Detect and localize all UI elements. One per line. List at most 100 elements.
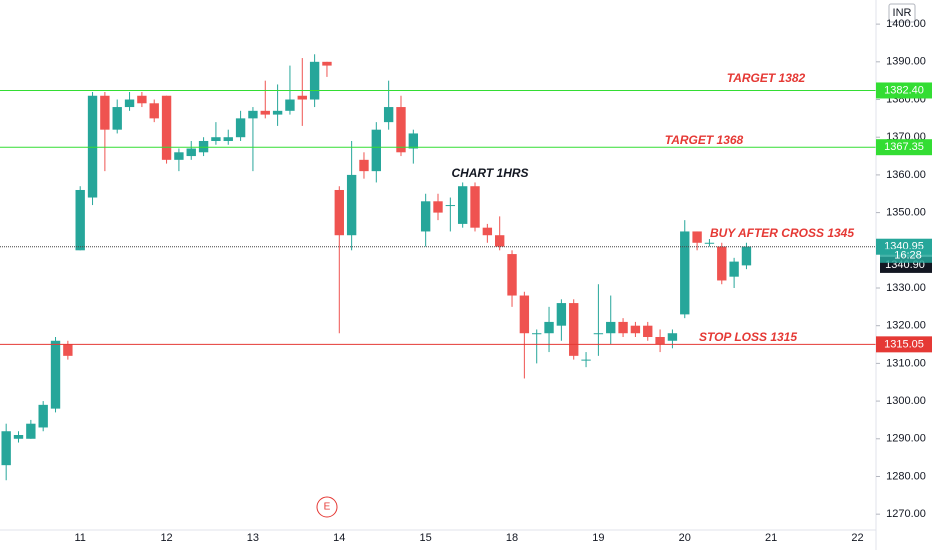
candle-body: [581, 359, 591, 361]
candle-body: [556, 303, 567, 326]
level-tag: [876, 82, 932, 99]
candle-body: [593, 333, 604, 335]
y-tick-label: 1290.00: [886, 433, 926, 445]
event-marker[interactable]: [316, 496, 338, 518]
y-tick-label: 1330.00: [886, 282, 926, 294]
candle-body: [297, 95, 307, 100]
candle-body: [260, 110, 270, 115]
candle-body: [235, 118, 246, 138]
y-tick-label: 1350.00: [886, 207, 926, 219]
candle-body: [729, 261, 739, 277]
x-tick-label: 15: [420, 532, 432, 544]
candle-body: [667, 333, 678, 341]
candle-body: [334, 189, 344, 236]
x-tick-label: 19: [592, 532, 604, 544]
x-tick-label: 21: [765, 532, 777, 544]
candle-body: [186, 148, 196, 157]
candle-body: [383, 107, 394, 123]
y-tick-label: 1400.00: [886, 18, 926, 30]
plot-area: [0, 54, 876, 481]
candle-body: [161, 95, 172, 160]
y-tick-label: 1360.00: [886, 169, 926, 181]
countdown-box: [880, 248, 932, 263]
candle-body: [680, 231, 690, 315]
candle-body: [606, 321, 616, 334]
candle-body: [309, 61, 320, 100]
candle-body: [457, 186, 468, 224]
candle-body: [137, 95, 147, 104]
candle-body: [643, 325, 653, 337]
candle-body: [272, 110, 283, 115]
candle-body: [519, 295, 530, 334]
candle-body: [495, 235, 505, 247]
candle-body: [124, 99, 135, 108]
y-tick-label: 1280.00: [886, 470, 926, 482]
candle-body: [63, 344, 73, 356]
candle-body: [75, 189, 85, 251]
currency: INR: [893, 7, 912, 19]
candle-body: [741, 246, 752, 266]
y-tick-label: 1310.00: [886, 357, 926, 369]
candle-body: [13, 435, 24, 439]
candle-body: [371, 129, 381, 172]
x-tick-label: 11: [74, 532, 85, 544]
annotation: CHART 1HRS: [451, 166, 528, 180]
candle-body: [50, 340, 61, 409]
annotation: TARGET 1382: [727, 71, 806, 85]
candle-body: [149, 103, 159, 119]
candle-body: [100, 95, 110, 130]
candle-body: [211, 137, 221, 141]
annotation: TARGET 1368: [665, 133, 744, 147]
candle-body: [532, 333, 542, 335]
candle-body: [1, 431, 11, 466]
candle-body: [433, 201, 443, 213]
candle-body: [87, 95, 98, 198]
level-tag-label: 1367.35: [884, 141, 924, 153]
x-tick-label: 22: [851, 532, 863, 544]
candle-body: [544, 321, 554, 334]
candle-body: [248, 110, 258, 119]
candle-body: [692, 231, 702, 243]
currency-box: [888, 3, 916, 23]
candle-body: [482, 227, 493, 236]
candle-body: [618, 321, 628, 334]
x-tick-label: 12: [160, 532, 172, 544]
y-tick-label: 1320.00: [886, 320, 926, 332]
candle-body: [174, 152, 184, 160]
candle-body: [470, 186, 480, 228]
countdown: 16:28: [894, 250, 922, 262]
level-tag: [876, 336, 932, 353]
candle-body: [38, 404, 48, 428]
event-label: E: [324, 502, 331, 513]
candle-body: [569, 303, 579, 356]
candle-body: [346, 174, 357, 236]
level-tag: [876, 139, 932, 156]
candle-body: [198, 140, 209, 153]
level-tag-label: 1315.05: [884, 338, 924, 350]
x-tick-label: 18: [506, 532, 518, 544]
candle-body: [223, 137, 233, 141]
candle-body: [655, 336, 665, 345]
candle-body: [420, 201, 431, 232]
candle-body: [322, 61, 332, 66]
x-tick-label: 20: [679, 532, 691, 544]
candle-body: [717, 246, 727, 281]
annotation: STOP LOSS 1315: [699, 330, 797, 344]
y-tick-label: 1270.00: [886, 508, 926, 520]
y-tick-label: 1390.00: [886, 56, 926, 68]
candle-body: [396, 107, 406, 153]
candle-body: [26, 423, 36, 439]
candle-body: [630, 325, 641, 334]
candle-body: [507, 254, 517, 296]
x-tick-label: 13: [247, 532, 259, 544]
annotation: BUY AFTER CROSS 1345: [710, 226, 854, 240]
level-tag-label: 1382.40: [884, 84, 924, 96]
candle-body: [112, 107, 122, 130]
y-tick-label: 1300.00: [886, 395, 926, 407]
candle-body: [445, 205, 456, 207]
x-tick-label: 14: [333, 532, 345, 544]
candle-body: [359, 159, 369, 172]
candle-body: [285, 99, 295, 111]
